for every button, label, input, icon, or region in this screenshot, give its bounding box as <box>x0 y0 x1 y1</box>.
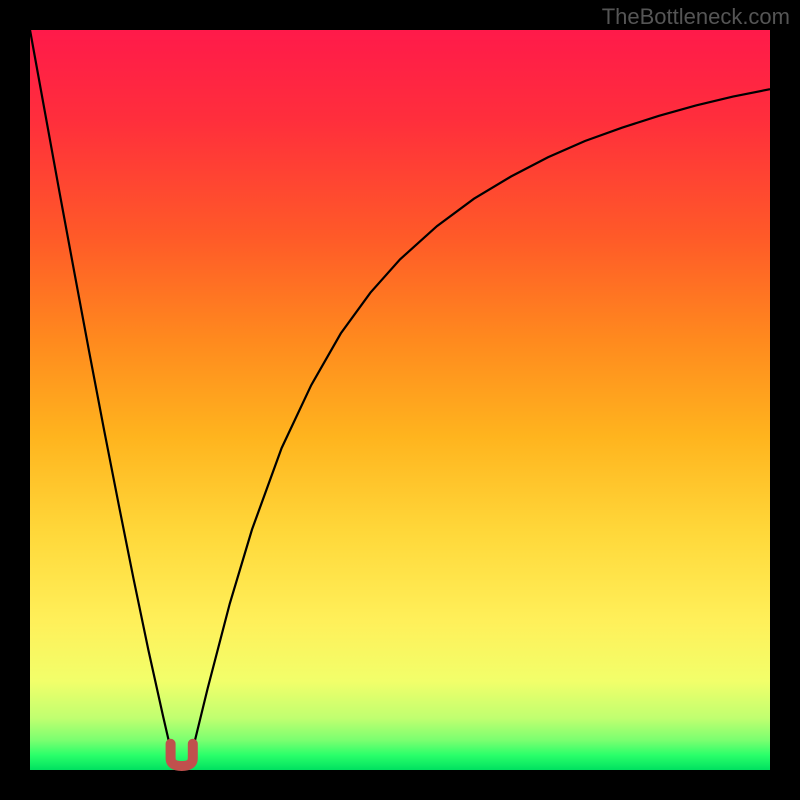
curve-right-branch <box>191 89 770 755</box>
chart-container: TheBottleneck.com <box>0 0 800 800</box>
minimum-marker <box>171 744 193 766</box>
curve-left-branch <box>30 30 172 755</box>
watermark-label: TheBottleneck.com <box>602 4 790 30</box>
bottleneck-curve-chart <box>0 0 800 800</box>
